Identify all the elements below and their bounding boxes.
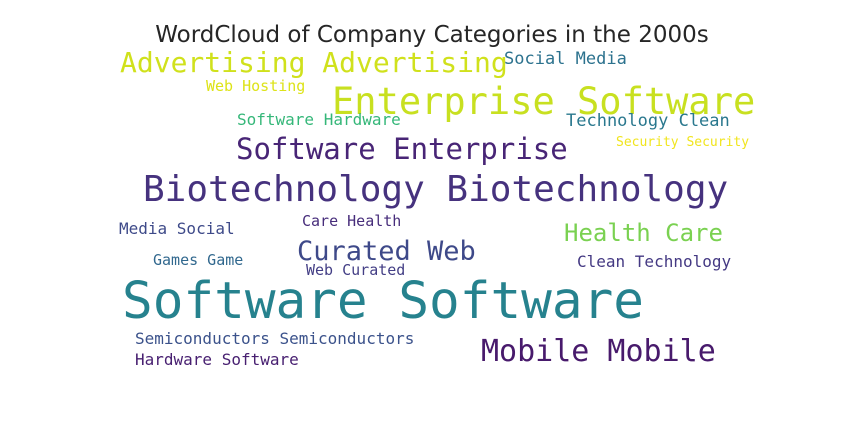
- cloud-word: Web Hosting: [206, 77, 306, 95]
- cloud-word: Web Curated: [306, 261, 406, 279]
- chart-title: WordCloud of Company Categories in the 2…: [155, 22, 709, 48]
- cloud-word: Hardware Software: [135, 350, 299, 369]
- cloud-word: Software Software: [122, 272, 644, 331]
- cloud-word: Health Care: [564, 219, 723, 247]
- cloud-word: Social Media: [504, 49, 627, 69]
- cloud-word: Software Hardware: [237, 110, 401, 129]
- cloud-word: Curated Web: [297, 236, 476, 267]
- cloud-word: Mobile Mobile: [481, 334, 716, 369]
- cloud-word: Enterprise Software: [332, 80, 756, 123]
- cloud-word: Media Social: [119, 219, 235, 238]
- cloud-word: Biotechnology Biotechnology: [143, 169, 729, 210]
- cloud-word: Software Enterprise: [236, 132, 568, 166]
- cloud-word: Technology Clean: [566, 111, 730, 131]
- cloud-word: Clean Technology: [577, 252, 732, 271]
- cloud-word: Security Security: [616, 135, 750, 150]
- cloud-word: Games Game: [153, 251, 244, 269]
- cloud-word: Advertising Advertising: [120, 46, 508, 79]
- cloud-word: Care Health: [302, 212, 402, 230]
- cloud-word: Semiconductors Semiconductors: [135, 329, 415, 348]
